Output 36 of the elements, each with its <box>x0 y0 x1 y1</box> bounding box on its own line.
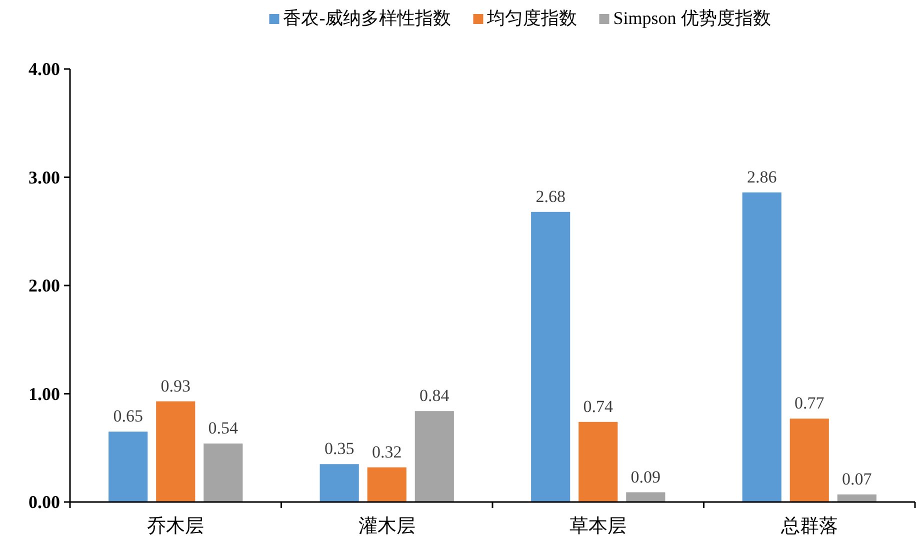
data-label: 0.74 <box>583 396 614 416</box>
data-label: 0.65 <box>113 406 143 426</box>
y-tick-label: 1.00 <box>28 384 60 404</box>
bar <box>108 432 148 502</box>
data-label: 2.86 <box>746 167 777 186</box>
y-tick-label: 4.00 <box>28 59 60 79</box>
bar <box>367 467 406 502</box>
y-tick-label: 2.00 <box>28 276 60 296</box>
legend-label: Simpson 优势度指数 <box>613 8 771 28</box>
bar <box>790 418 829 502</box>
legend-label: 香农-威纳多样性指数 <box>283 8 452 28</box>
bar <box>204 444 243 502</box>
y-tick-label: 0.00 <box>28 492 60 512</box>
data-label: 0.09 <box>630 467 661 486</box>
legend-label: 均匀度指数 <box>486 8 578 28</box>
x-tick-label: 总群落 <box>780 516 838 537</box>
bar <box>742 192 782 502</box>
data-label: 0.77 <box>794 394 825 413</box>
data-label: 0.35 <box>324 439 354 458</box>
data-label: 0.84 <box>420 386 450 406</box>
y-tick-label: 3.00 <box>28 167 60 188</box>
x-tick-label: 乔木层 <box>147 516 204 537</box>
bar <box>626 492 666 502</box>
x-tick-label: 灌木层 <box>358 516 416 537</box>
data-label: 2.68 <box>536 186 566 206</box>
bar <box>414 411 454 502</box>
bar <box>320 464 359 502</box>
data-label: 0.93 <box>160 376 190 396</box>
bar <box>837 494 876 502</box>
data-label: 0.07 <box>842 469 872 488</box>
data-label: 0.32 <box>372 442 402 462</box>
data-label: 0.54 <box>208 418 239 438</box>
bar <box>156 401 196 502</box>
x-tick-label: 草本层 <box>570 516 627 537</box>
bar <box>578 422 618 502</box>
bar <box>531 212 570 502</box>
